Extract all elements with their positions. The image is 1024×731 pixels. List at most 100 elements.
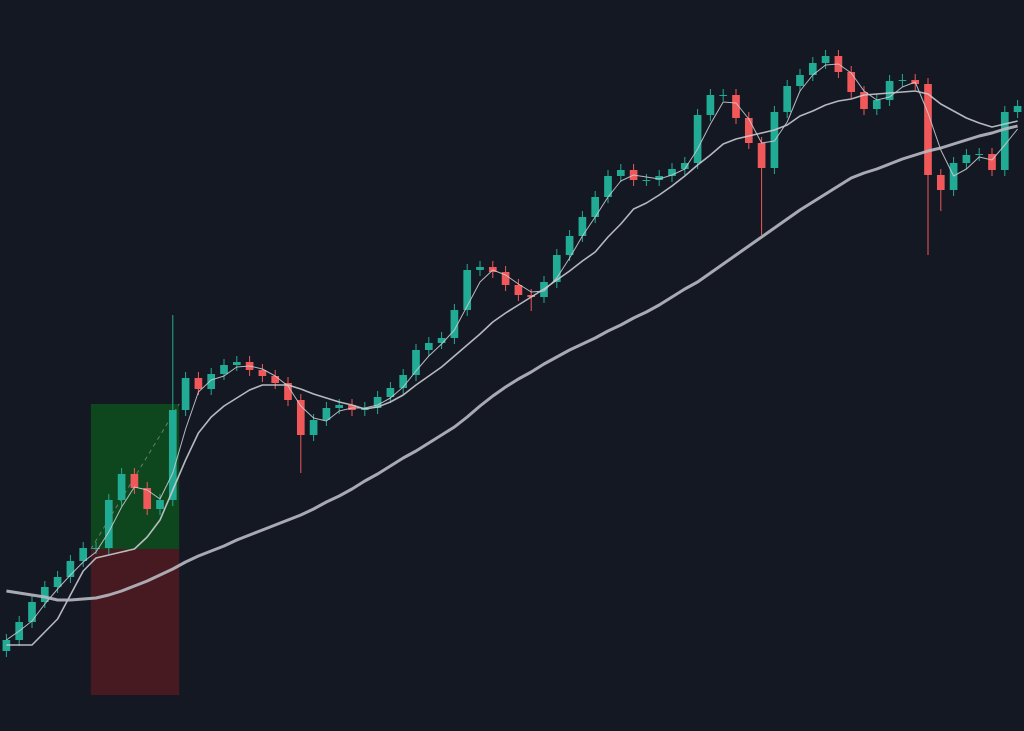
candle-body xyxy=(744,118,753,143)
candle xyxy=(232,356,241,371)
candle xyxy=(757,137,766,235)
candle-body xyxy=(232,362,241,365)
candle xyxy=(79,542,88,567)
candle xyxy=(412,344,420,381)
candle xyxy=(271,370,280,389)
candle xyxy=(770,106,779,174)
candle xyxy=(924,78,932,255)
candle-body xyxy=(975,154,984,155)
candle-body xyxy=(399,375,408,388)
candle xyxy=(783,80,792,118)
candle xyxy=(28,596,36,628)
candle-body xyxy=(437,338,446,343)
candle-body xyxy=(591,197,600,217)
candle xyxy=(168,315,177,506)
candle-body xyxy=(706,95,715,115)
moving-average xyxy=(6,90,1018,646)
candle-body xyxy=(719,95,728,96)
candle-body xyxy=(322,408,331,420)
candle xyxy=(373,391,382,414)
candle-body xyxy=(988,154,996,170)
candle-body xyxy=(2,640,11,651)
candle-body xyxy=(156,500,164,509)
candle xyxy=(463,264,472,316)
candle-body xyxy=(53,577,62,587)
candle-body xyxy=(463,270,472,310)
candle-body xyxy=(604,176,612,197)
candle-body xyxy=(335,405,344,408)
candle-body xyxy=(130,474,139,488)
candle xyxy=(578,211,587,242)
candle xyxy=(437,332,446,349)
candle-body xyxy=(732,95,740,118)
candle xyxy=(604,170,612,203)
candle-body xyxy=(552,255,561,282)
candle xyxy=(488,261,497,278)
candle xyxy=(872,94,881,115)
candle xyxy=(476,261,484,276)
candle-body xyxy=(962,155,971,163)
candle xyxy=(680,157,689,175)
candle xyxy=(527,289,536,311)
candle xyxy=(706,89,715,121)
candle-body xyxy=(885,81,894,100)
candle xyxy=(258,364,267,382)
candle-body xyxy=(924,84,932,175)
candle xyxy=(655,170,664,186)
candle-body xyxy=(28,602,36,622)
candle xyxy=(732,89,740,124)
candle-body xyxy=(117,474,126,500)
candle xyxy=(693,109,702,169)
candle-body xyxy=(271,376,280,383)
candle-body xyxy=(680,163,689,169)
candle-body xyxy=(386,388,395,397)
candle-body xyxy=(616,170,625,176)
candle xyxy=(616,164,625,182)
candle xyxy=(1013,100,1022,118)
candle-body xyxy=(1013,106,1022,112)
candle-body xyxy=(872,100,881,109)
candle xyxy=(668,163,676,182)
candle-body xyxy=(168,410,177,500)
moving-average xyxy=(6,124,1018,602)
candle-body xyxy=(783,86,792,112)
candle-body xyxy=(821,56,830,63)
candle-body xyxy=(898,80,907,81)
candle xyxy=(156,494,164,515)
candle-body xyxy=(693,115,702,163)
candle-body xyxy=(373,397,382,408)
candle xyxy=(194,372,203,395)
candle xyxy=(284,377,292,406)
candle-body xyxy=(450,310,459,338)
candle xyxy=(591,191,600,223)
candle-body xyxy=(1000,112,1009,170)
candle-body xyxy=(847,72,856,92)
candle-body xyxy=(501,272,510,285)
candle xyxy=(565,230,574,261)
candle xyxy=(796,69,804,92)
candle xyxy=(143,482,152,515)
candle-body xyxy=(476,267,484,270)
candle xyxy=(181,372,190,416)
candle xyxy=(399,369,408,394)
candle xyxy=(898,74,907,87)
candle-body xyxy=(527,295,536,297)
candle-body xyxy=(296,400,305,435)
candle-body xyxy=(104,500,113,548)
candle-body xyxy=(936,175,945,190)
candle xyxy=(450,304,459,344)
candle-body xyxy=(757,143,766,168)
candle-body xyxy=(860,92,868,109)
candle-body xyxy=(412,350,420,375)
candle-body xyxy=(194,378,203,389)
candle-body xyxy=(40,587,49,602)
candle xyxy=(501,266,510,291)
candle-body xyxy=(488,267,497,272)
candle xyxy=(988,148,996,176)
candle xyxy=(514,279,523,301)
candle-body xyxy=(181,378,190,410)
candle-body xyxy=(258,370,267,376)
candle xyxy=(821,50,830,69)
candle xyxy=(719,89,728,101)
